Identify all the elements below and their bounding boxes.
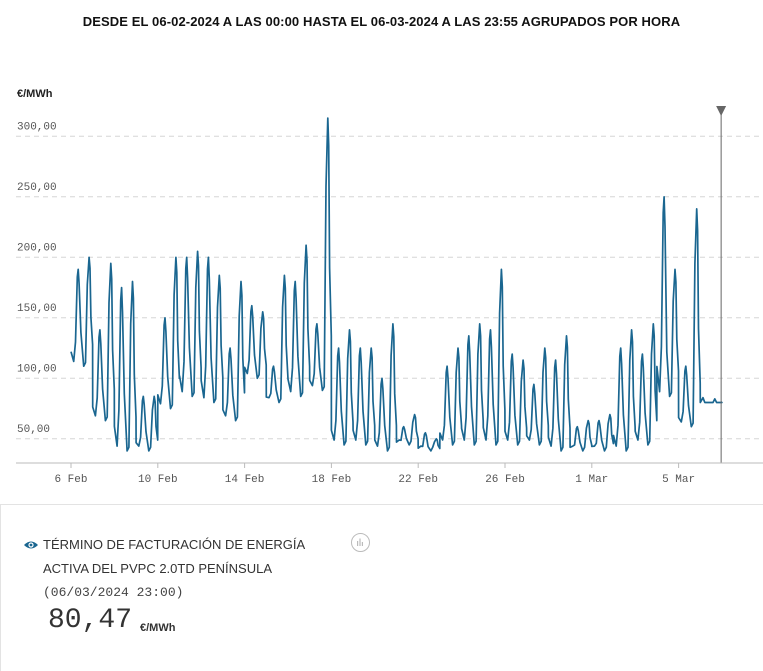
series-name-line2: ACTIVA DEL PVPC 2.0TD PENÍNSULA: [43, 561, 273, 576]
series-info-panel: TÉRMINO DE FACTURACIÓN DE ENERGÍA ACTIVA…: [0, 504, 763, 671]
y-tick-label: 250,00: [17, 182, 57, 194]
x-tick-label: 18 Feb: [312, 474, 352, 486]
cursor-marker-icon[interactable]: [716, 106, 727, 116]
value-unit: €/MWh: [140, 622, 176, 634]
bar-chart-icon[interactable]: [351, 533, 370, 552]
y-tick-label: 100,00: [17, 363, 57, 375]
x-tick-label: 6 Feb: [54, 474, 87, 486]
x-tick-label: 5 Mar: [662, 474, 695, 486]
series-legend[interactable]: TÉRMINO DE FACTURACIÓN DE ENERGÍA: [23, 537, 305, 552]
x-tick-label: 10 Feb: [138, 474, 178, 486]
x-tick-label: 26 Feb: [485, 474, 525, 486]
y-tick-label: 50,00: [17, 424, 50, 436]
price-line-chart[interactable]: €/MWh 50,00 100,00 150,00 200,00 250,00 300,0…: [0, 0, 763, 500]
x-tick-label: 22 Feb: [398, 474, 438, 486]
series-name-line1: TÉRMINO DE FACTURACIÓN DE ENERGÍA: [43, 537, 306, 552]
y-axis-label: €/MWh: [17, 88, 53, 100]
eye-icon[interactable]: [23, 539, 39, 551]
y-tick-label: 200,00: [17, 242, 57, 254]
y-tick-label: 300,00: [17, 121, 57, 133]
x-tick-label: 14 Feb: [225, 474, 265, 486]
timestamp: (06/03/2024 23:00): [43, 585, 184, 600]
y-tick-label: 150,00: [17, 303, 57, 315]
chart-title: DESDE EL 06-02-2024 A LAS 00:00 HASTA EL…: [82, 14, 681, 29]
x-tick-label: 1 Mar: [575, 474, 608, 486]
series-line: [70, 117, 723, 452]
current-value: 80,47: [48, 605, 133, 636]
x-axis-ticks: 6 Feb 10 Feb 14 Feb 18 Feb 22 Feb 26 Feb 1 Mar…: [54, 463, 695, 486]
y-axis-ticks: 50,00 100,00 150,00 200,00 250,00 300,00: [17, 121, 57, 436]
